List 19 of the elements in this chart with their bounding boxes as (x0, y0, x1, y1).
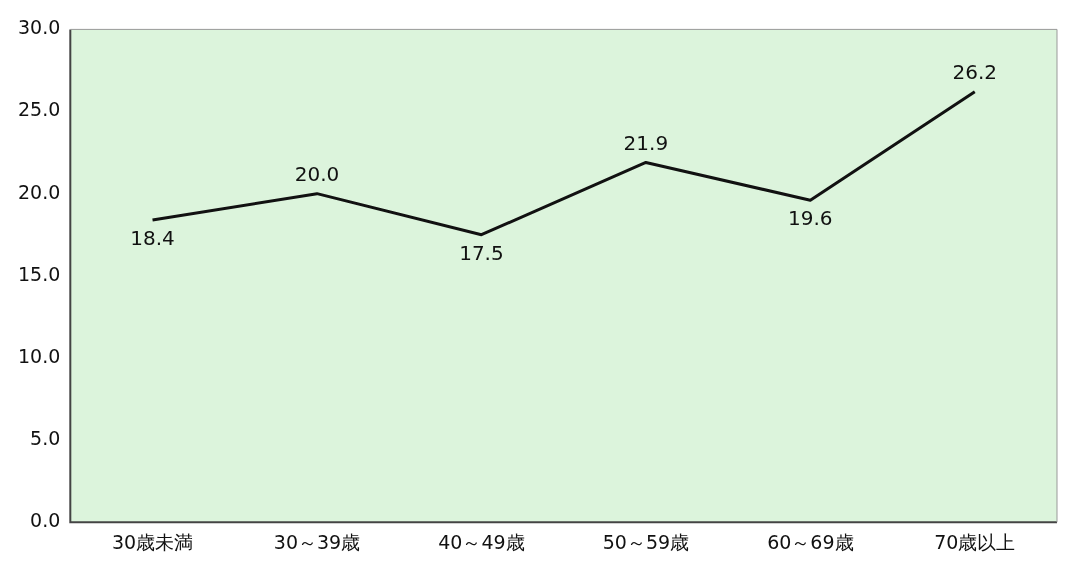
data-label: 26.2 (952, 60, 998, 85)
y-tick-label: 25.0 (17, 98, 61, 121)
y-tick-label: 15.0 (17, 262, 61, 285)
x-tick-label: 40～49歳 (438, 530, 525, 553)
x-tick-label: 30～39歳 (273, 530, 361, 553)
y-tick-label: 10.0 (17, 344, 61, 367)
data-label: 18.4 (130, 226, 175, 251)
x-tick-label: 70歳以上 (934, 530, 1016, 553)
y-tick-label: 5.0 (30, 427, 61, 449)
x-tick-label: 60～69歳 (767, 530, 854, 553)
x-tick-label: 30歳未満 (111, 530, 194, 553)
y-tick-label: 0.0 (30, 509, 61, 532)
y-tick-label: 20.0 (17, 180, 61, 203)
data-label: 19.6 (788, 206, 833, 231)
y-tick-label: 30.0 (17, 16, 61, 39)
data-label: 21.9 (623, 130, 669, 155)
data-label: 17.5 (459, 240, 504, 265)
x-tick-label: 50～59歳 (602, 530, 690, 553)
data-label: 20.0 (294, 161, 340, 186)
